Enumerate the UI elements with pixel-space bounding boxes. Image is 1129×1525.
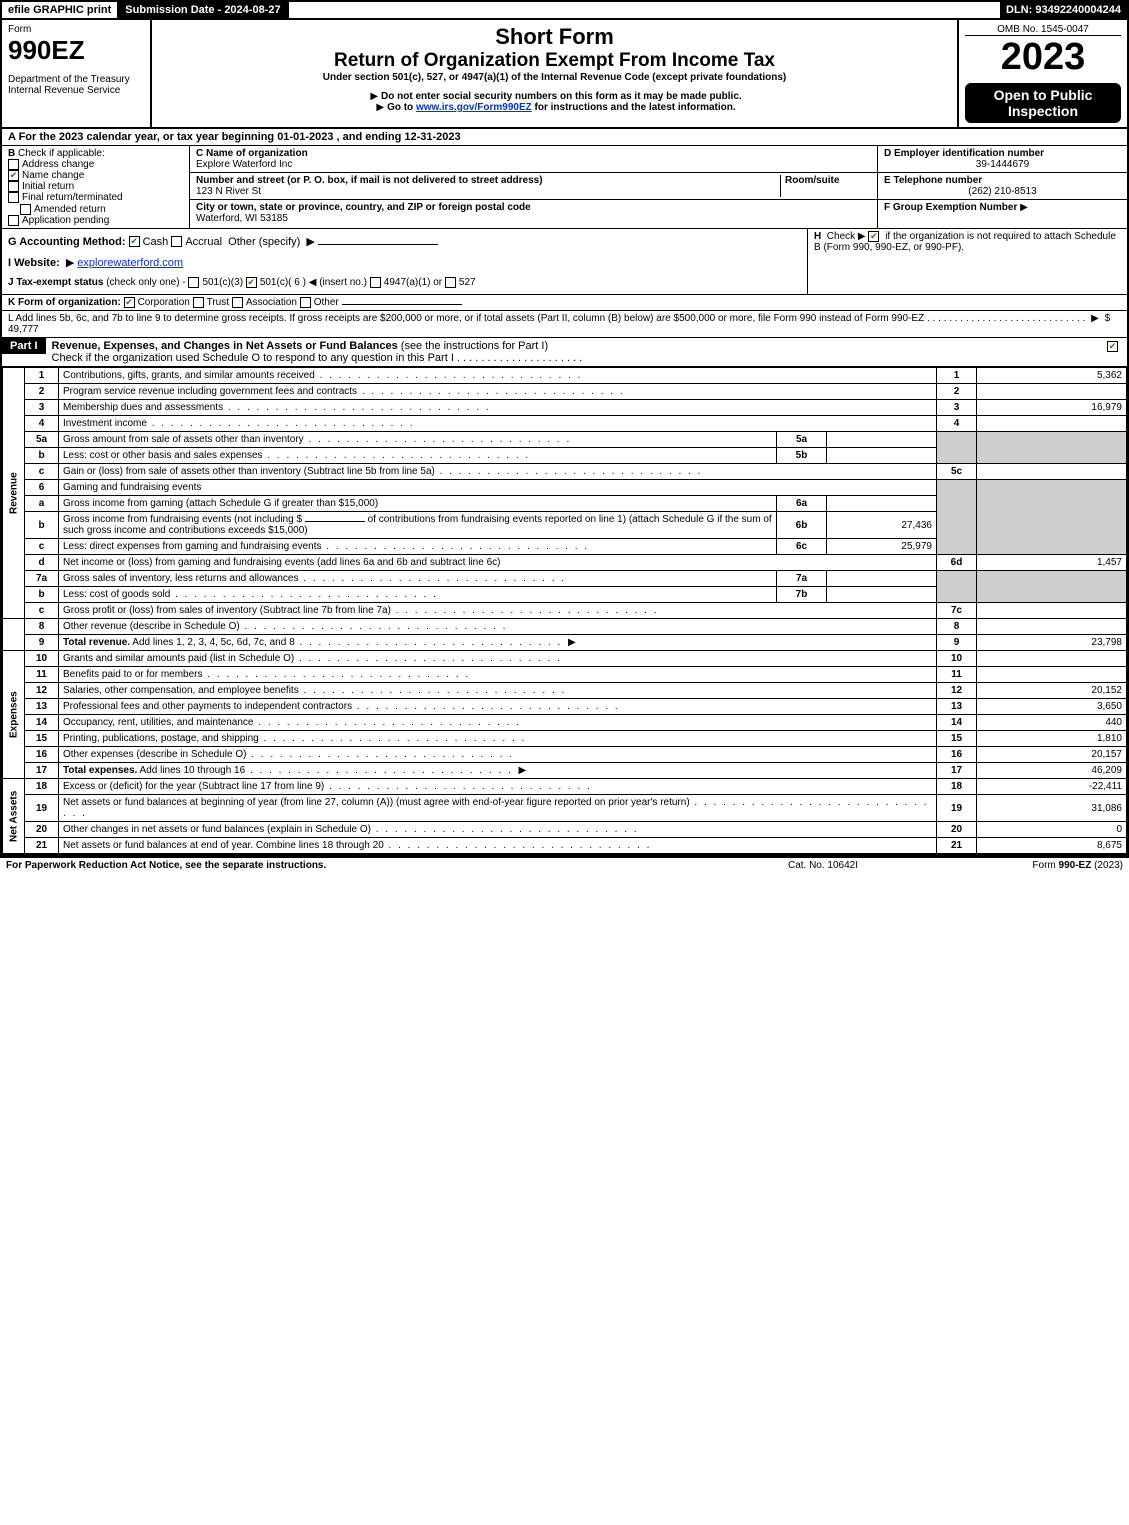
line-19-amount: 31,086 bbox=[977, 795, 1127, 822]
org-name: Explore Waterford Inc bbox=[196, 159, 292, 170]
line-13-amount: 3,650 bbox=[977, 699, 1127, 715]
arrow-icon bbox=[303, 236, 317, 248]
checkbox-other-org[interactable] bbox=[300, 297, 311, 308]
lines-table: Revenue 1 Contributions, gifts, grants, … bbox=[2, 367, 1127, 854]
checkbox-initial-return[interactable] bbox=[8, 181, 19, 192]
website-link[interactable]: explorewaterford.com bbox=[77, 257, 183, 269]
line-18-amount: -22,411 bbox=[977, 779, 1127, 795]
line-16-amount: 20,157 bbox=[977, 747, 1127, 763]
line-17-amount: 46,209 bbox=[977, 763, 1127, 779]
checkbox-trust[interactable] bbox=[193, 297, 204, 308]
line-21-amount: 8,675 bbox=[977, 838, 1127, 854]
checkbox-final-return[interactable] bbox=[8, 192, 19, 203]
form-label: Form bbox=[8, 24, 144, 35]
short-form-title: Short Form bbox=[158, 24, 951, 50]
contrib-blank[interactable] bbox=[305, 521, 365, 522]
checkbox-no-schedule-b[interactable] bbox=[868, 231, 879, 242]
checkbox-501c[interactable] bbox=[246, 277, 257, 288]
info-block: B Check if applicable: Address change Na… bbox=[2, 146, 1127, 229]
section-k: K Form of organization: Corporation Trus… bbox=[2, 295, 1127, 311]
section-gh: G Accounting Method: Cash Accrual Other … bbox=[2, 229, 1127, 295]
revenue-side-label: Revenue bbox=[3, 368, 25, 619]
checkbox-application-pending[interactable] bbox=[8, 215, 19, 226]
line-6c-amount: 25,979 bbox=[827, 539, 937, 555]
part-i-bar: Part I bbox=[2, 338, 46, 354]
checkbox-cash[interactable] bbox=[129, 236, 140, 247]
subtitle: Under section 501(c), 527, or 4947(a)(1)… bbox=[158, 72, 951, 83]
note-ssn: Do not enter social security numbers on … bbox=[381, 91, 742, 102]
arrow-icon bbox=[1088, 313, 1102, 324]
dln: DLN: 93492240004244 bbox=[1000, 2, 1127, 18]
ein: 39-1444679 bbox=[884, 159, 1121, 170]
irs-link[interactable]: www.irs.gov/Form990EZ bbox=[416, 102, 532, 113]
submission-date: Submission Date - 2024-08-27 bbox=[119, 2, 288, 18]
form-body: Form 990EZ Department of the Treasury In… bbox=[0, 20, 1129, 856]
line-20-amount: 0 bbox=[977, 822, 1127, 838]
checkbox-accrual[interactable] bbox=[171, 236, 182, 247]
other-org-input[interactable] bbox=[342, 304, 462, 305]
arrow-icon bbox=[367, 91, 381, 102]
omb-number: OMB No. 1545-0047 bbox=[965, 24, 1121, 36]
section-a: A For the 2023 calendar year, or tax yea… bbox=[2, 129, 1127, 146]
checkbox-501c3[interactable] bbox=[188, 277, 199, 288]
line-1-amount: 5,362 bbox=[977, 368, 1127, 384]
checkbox-4947[interactable] bbox=[370, 277, 381, 288]
arrow-icon bbox=[373, 102, 387, 113]
line-3-amount: 16,979 bbox=[977, 400, 1127, 416]
line-6d-amount: 1,457 bbox=[977, 555, 1127, 571]
form-header: Form 990EZ Department of the Treasury In… bbox=[2, 20, 1127, 129]
line-5c-amount bbox=[977, 464, 1127, 480]
line-6b-amount: 27,436 bbox=[827, 512, 937, 539]
paperwork-notice: For Paperwork Reduction Act Notice, see … bbox=[6, 860, 723, 871]
expenses-side-label: Expenses bbox=[3, 651, 25, 779]
phone: (262) 210-8513 bbox=[884, 186, 1121, 197]
form-ref: Form 990-EZ (2023) bbox=[923, 860, 1123, 871]
line-14-amount: 440 bbox=[977, 715, 1127, 731]
section-l: L Add lines 5b, 6c, and 7b to line 9 to … bbox=[2, 311, 1127, 338]
arrow-icon bbox=[565, 637, 579, 648]
arrow-icon bbox=[63, 257, 77, 269]
page-footer: For Paperwork Reduction Act Notice, see … bbox=[0, 856, 1129, 873]
section-c: C Name of organization Explore Waterford… bbox=[190, 146, 877, 228]
line-12-amount: 20,152 bbox=[977, 683, 1127, 699]
arrow-icon: ▶ bbox=[1020, 202, 1028, 213]
dept-treasury: Department of the Treasury Internal Reve… bbox=[8, 74, 144, 96]
line-2-amount bbox=[977, 384, 1127, 400]
netassets-side-label: Net Assets bbox=[3, 779, 25, 854]
checkbox-name-change[interactable] bbox=[8, 170, 19, 181]
open-to-public: Open to Public Inspection bbox=[965, 83, 1121, 123]
checkbox-address-change[interactable] bbox=[8, 159, 19, 170]
checkbox-association[interactable] bbox=[232, 297, 243, 308]
efile-print-link[interactable]: efile GRAPHIC print bbox=[2, 2, 119, 18]
arrow-icon bbox=[516, 765, 530, 776]
form-number: 990EZ bbox=[8, 35, 144, 66]
checkbox-corporation[interactable] bbox=[124, 297, 135, 308]
return-title: Return of Organization Exempt From Incom… bbox=[158, 50, 951, 72]
tax-year: 2023 bbox=[965, 36, 1121, 79]
org-street: 123 N River St bbox=[196, 186, 261, 197]
checkbox-527[interactable] bbox=[445, 277, 456, 288]
catalog-number: Cat. No. 10642I bbox=[723, 860, 923, 871]
checkbox-amended-return[interactable] bbox=[20, 204, 31, 215]
line-9-amount: 23,798 bbox=[977, 635, 1127, 651]
part-i-header: Part I Revenue, Expenses, and Changes in… bbox=[2, 338, 1127, 367]
checkbox-schedule-o-part1[interactable] bbox=[1107, 341, 1118, 352]
other-specify-input[interactable] bbox=[318, 244, 438, 245]
line-4-amount bbox=[977, 416, 1127, 432]
line-15-amount: 1,810 bbox=[977, 731, 1127, 747]
top-bar: efile GRAPHIC print Submission Date - 20… bbox=[0, 0, 1129, 20]
section-def: D Employer identification number39-14446… bbox=[877, 146, 1127, 228]
org-city: Waterford, WI 53185 bbox=[196, 213, 288, 224]
section-b: B Check if applicable: Address change Na… bbox=[2, 146, 190, 228]
